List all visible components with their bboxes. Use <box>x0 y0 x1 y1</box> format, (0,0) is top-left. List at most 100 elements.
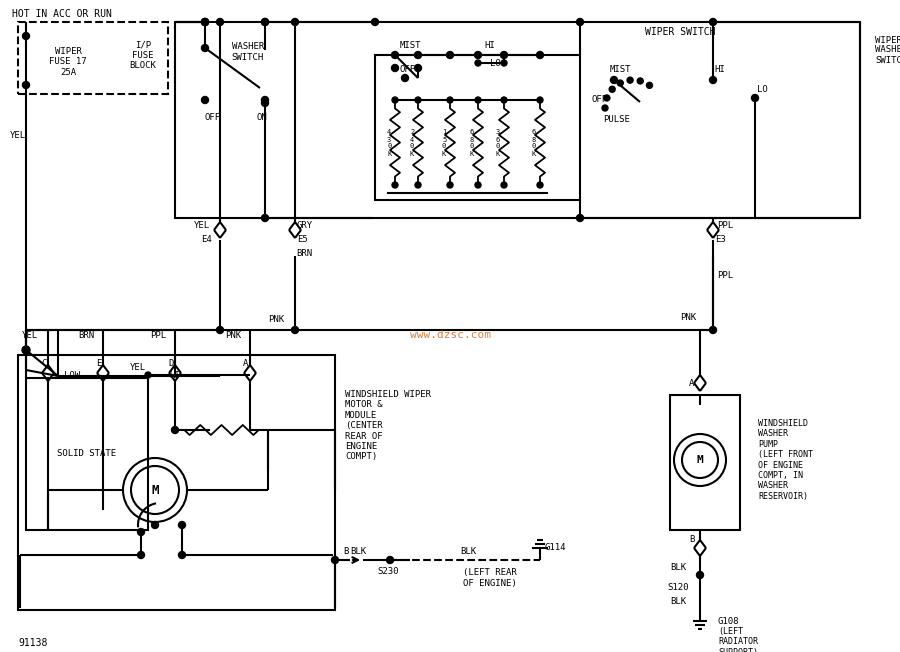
Bar <box>175 22 860 218</box>
Text: G108: G108 <box>718 617 740 627</box>
Text: www.dzsc.com: www.dzsc.com <box>410 330 490 340</box>
Circle shape <box>415 182 421 188</box>
Text: ON: ON <box>256 113 267 123</box>
Circle shape <box>292 18 299 25</box>
Text: YEL: YEL <box>130 364 146 372</box>
Circle shape <box>292 327 299 334</box>
Text: OFF: OFF <box>400 65 416 74</box>
Text: YEL: YEL <box>10 130 26 140</box>
Circle shape <box>217 327 223 334</box>
Circle shape <box>646 82 652 89</box>
Text: WIPER/
WASHER
SWITCH: WIPER/ WASHER SWITCH <box>875 35 900 65</box>
Text: (LEFT
RADIATOR
SUPPORT): (LEFT RADIATOR SUPPORT) <box>718 627 758 652</box>
Text: I/P
FUSE
BLOCK: I/P FUSE BLOCK <box>130 40 157 70</box>
Text: PPL: PPL <box>150 331 166 340</box>
Circle shape <box>22 33 30 40</box>
Circle shape <box>609 86 616 93</box>
Circle shape <box>446 52 454 59</box>
Circle shape <box>447 97 453 103</box>
Text: C: C <box>41 359 47 368</box>
Text: BLK: BLK <box>350 548 366 557</box>
Text: 1
5
0
K: 1 5 0 K <box>442 130 446 156</box>
Text: YEL: YEL <box>22 331 38 340</box>
Circle shape <box>262 96 268 104</box>
Circle shape <box>536 52 544 59</box>
Text: 91138: 91138 <box>18 638 48 648</box>
Circle shape <box>709 327 716 334</box>
Text: BLK: BLK <box>670 563 686 572</box>
Circle shape <box>447 182 453 188</box>
Circle shape <box>709 18 716 25</box>
Text: S120: S120 <box>667 582 688 591</box>
Circle shape <box>415 97 421 103</box>
Text: PNK: PNK <box>225 331 241 340</box>
Text: PPL: PPL <box>717 222 734 231</box>
Text: WIPER SWITCH: WIPER SWITCH <box>644 27 716 37</box>
Text: E: E <box>96 359 102 368</box>
Circle shape <box>372 18 379 25</box>
Text: 6
8
0
K: 6 8 0 K <box>532 130 536 156</box>
Circle shape <box>331 557 338 563</box>
Text: PPL: PPL <box>717 271 734 280</box>
Text: WIPER
FUSE 17
25A: WIPER FUSE 17 25A <box>50 47 86 77</box>
Bar <box>18 22 168 94</box>
Text: WINDSHIELD
WASHER
PUMP
(LEFT FRONT
OF ENGINE
COMPT, IN
WASHER
RESERVOIR): WINDSHIELD WASHER PUMP (LEFT FRONT OF EN… <box>758 419 813 501</box>
Text: WASHER
SWITCH: WASHER SWITCH <box>232 42 264 62</box>
Text: OFF: OFF <box>592 95 608 104</box>
Text: E3: E3 <box>715 235 725 244</box>
Text: HI: HI <box>169 370 180 379</box>
Circle shape <box>709 76 716 83</box>
Text: BLK: BLK <box>670 597 686 606</box>
Text: BRN: BRN <box>296 248 312 258</box>
Circle shape <box>202 96 209 104</box>
Text: BLK: BLK <box>460 548 476 557</box>
Text: PNK: PNK <box>680 314 696 323</box>
Circle shape <box>202 18 209 25</box>
Circle shape <box>475 97 481 103</box>
Circle shape <box>500 52 508 59</box>
Circle shape <box>262 215 268 222</box>
Circle shape <box>392 65 399 72</box>
Circle shape <box>637 78 643 84</box>
Circle shape <box>475 60 481 66</box>
Circle shape <box>602 105 608 111</box>
Circle shape <box>752 95 759 102</box>
Text: SOLID STATE: SOLID STATE <box>58 449 117 458</box>
Circle shape <box>178 552 185 559</box>
Bar <box>26 378 148 530</box>
Circle shape <box>217 18 223 25</box>
Text: S230: S230 <box>377 567 399 576</box>
Text: HI: HI <box>484 40 495 50</box>
Circle shape <box>537 97 543 103</box>
Bar <box>670 395 740 530</box>
Text: E5: E5 <box>298 235 309 244</box>
Text: 4
3
0
K: 4 3 0 K <box>387 130 392 156</box>
Bar <box>375 55 580 200</box>
Circle shape <box>22 346 30 354</box>
Circle shape <box>415 65 421 72</box>
Text: HOT IN ACC OR RUN: HOT IN ACC OR RUN <box>12 9 112 19</box>
Text: MIST: MIST <box>400 40 421 50</box>
Circle shape <box>262 18 268 25</box>
Circle shape <box>138 552 145 559</box>
Circle shape <box>202 18 209 25</box>
Circle shape <box>475 182 481 188</box>
Circle shape <box>262 18 268 25</box>
Text: 2
4
0
K: 2 4 0 K <box>410 130 414 156</box>
Circle shape <box>22 82 30 89</box>
Bar <box>18 355 335 610</box>
Circle shape <box>392 182 398 188</box>
Circle shape <box>617 80 624 86</box>
Circle shape <box>392 52 399 59</box>
Text: B: B <box>343 548 348 557</box>
Circle shape <box>501 182 507 188</box>
Text: A: A <box>243 359 248 368</box>
Circle shape <box>474 52 482 59</box>
Text: D: D <box>168 359 174 368</box>
Text: GRY: GRY <box>297 222 313 231</box>
Text: YEL: YEL <box>194 222 210 231</box>
Circle shape <box>202 44 209 52</box>
Text: B: B <box>689 535 695 544</box>
Text: 3
6
0
K: 3 6 0 K <box>496 130 500 156</box>
Circle shape <box>501 60 507 66</box>
